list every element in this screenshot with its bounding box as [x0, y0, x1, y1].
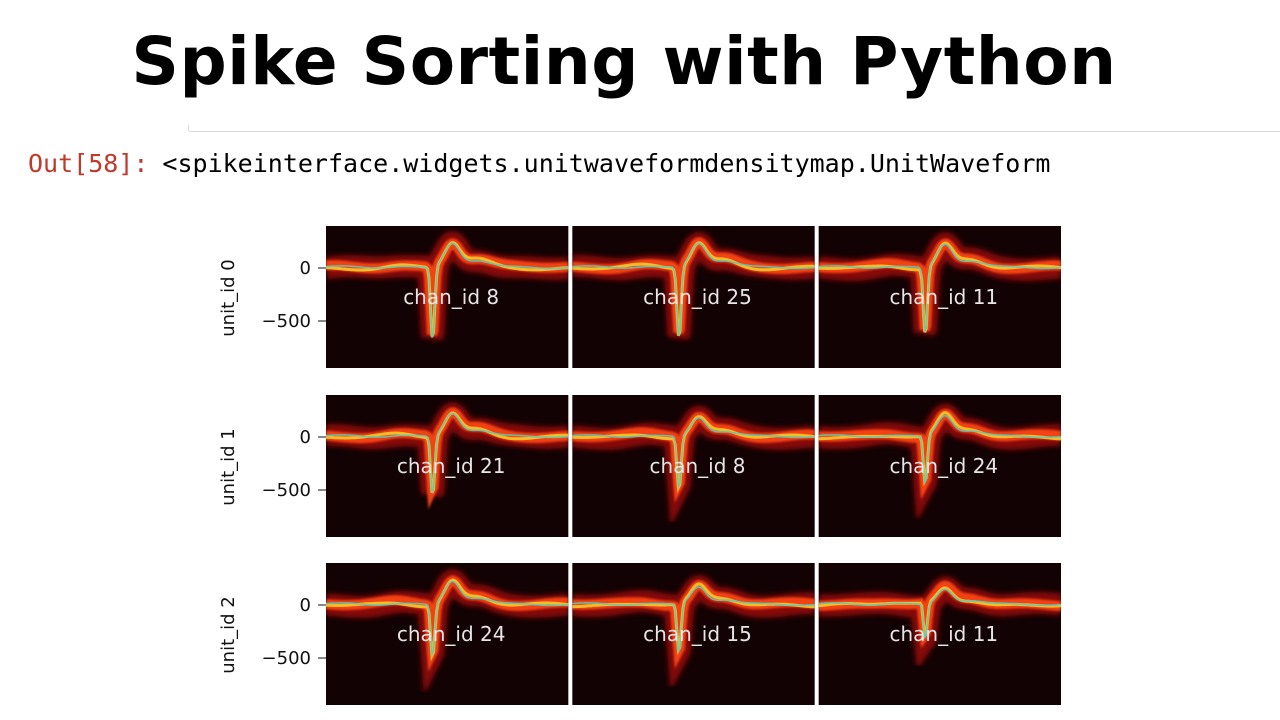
density-map: [572, 405, 815, 528]
cell-output: Out[58]: <spikeinterface.widgets.unitwave…: [28, 148, 1050, 180]
output-prompt: Out[58]:: [28, 149, 149, 178]
channel-label: chan_id 24: [397, 622, 506, 646]
density-map: [572, 574, 815, 692]
template-line: [326, 580, 569, 658]
density-map: [326, 402, 569, 510]
template-line: [818, 588, 1062, 640]
template-line: [326, 412, 569, 493]
template-line: [572, 417, 815, 490]
page-title: Spike Sorting with Python: [131, 23, 1117, 100]
unit-row: unit_id 0 0 −500 chan_id 8 chan_id 25 chan_id…: [218, 226, 1062, 368]
density-map: [326, 569, 569, 696]
output-text: <spikeinterface.widgets.unitwaveformdens…: [162, 149, 1051, 178]
y-tick-label: 0: [300, 258, 311, 279]
channel-label: chan_id 11: [889, 622, 998, 646]
density-map: [818, 403, 1062, 523]
template-line: [326, 242, 569, 338]
channel-panel: chan_id 21: [326, 395, 569, 537]
template-line: [818, 414, 1062, 486]
channel-label: chan_id 8: [403, 285, 499, 309]
channel-panel: chan_id 15: [572, 563, 815, 705]
channel-panel: chan_id 8: [326, 226, 569, 368]
unit-label: unit_id 0: [218, 259, 239, 336]
density-map: [818, 232, 1062, 336]
y-tick-label: −500: [262, 648, 311, 669]
channel-panel: chan_id 11: [818, 226, 1062, 368]
y-tick-label: −500: [262, 480, 311, 501]
channel-label: chan_id 24: [889, 454, 998, 478]
template-line: [572, 586, 815, 655]
channel-panel: chan_id 8: [572, 395, 815, 537]
y-tick-label: 0: [300, 595, 311, 616]
unit-label: unit_id 2: [218, 596, 239, 673]
density-map: [818, 576, 1062, 671]
channel-label: chan_id 21: [397, 454, 506, 478]
channel-label: chan_id 11: [889, 285, 998, 309]
channel-label: chan_id 15: [643, 622, 752, 646]
template-line: [572, 242, 815, 336]
unit-row: unit_id 1 0 −500 chan_id 21 chan_id 8 chan_id…: [218, 395, 1062, 537]
y-tick-label: −500: [262, 311, 311, 332]
channel-panel: chan_id 24: [818, 395, 1062, 537]
channel-panel: chan_id 11: [818, 563, 1062, 705]
density-map: [572, 232, 815, 340]
channel-label: chan_id 25: [643, 285, 752, 309]
density-map: [326, 231, 569, 341]
unit-row: unit_id 2 0 −500 chan_id 24 chan_id 15 chan_i…: [218, 563, 1062, 705]
cell-divider: [188, 125, 1280, 132]
template-line: [818, 243, 1062, 332]
channel-panel: chan_id 25: [572, 226, 815, 368]
channel-panel: chan_id 24: [326, 563, 569, 705]
channel-label: chan_id 8: [650, 454, 746, 478]
unit-label: unit_id 1: [218, 428, 239, 505]
y-tick-label: 0: [300, 427, 311, 448]
